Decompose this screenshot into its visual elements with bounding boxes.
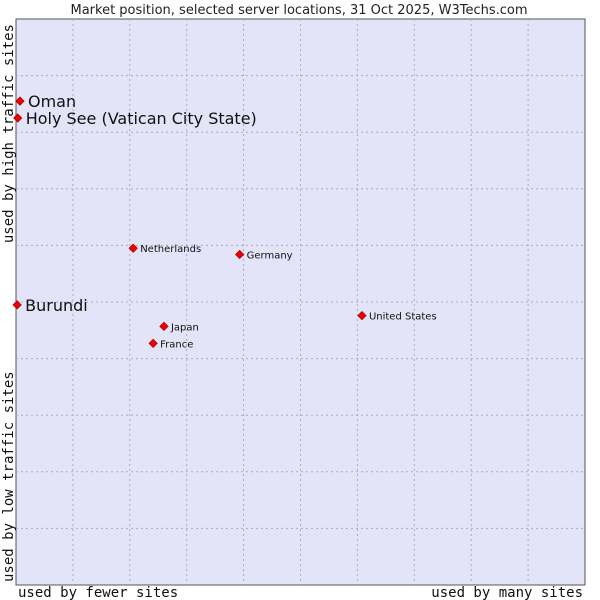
point-marker-germany [234,249,245,260]
point-marker-france [148,338,158,348]
grid [16,19,585,585]
y-axis-label-top: used by high traffic sites [1,24,17,243]
point-label-france: France [160,339,193,350]
point-germany: Germany [234,249,293,261]
point-japan: Japan [159,321,199,333]
point-france: France [148,338,193,350]
y-axis-label-bottom: used by low traffic sites [1,371,17,582]
point-label-burundi: Burundi [25,296,88,315]
point-marker-oman [15,96,25,106]
point-label-netherlands: Netherlands [140,244,201,255]
point-label-germany: Germany [247,250,293,261]
point-oman: Oman [15,92,76,111]
point-marker-burundi [12,300,22,310]
point-label-oman: Oman [28,92,76,111]
point-united-states: United States [357,310,437,323]
point-marker-netherlands [128,243,138,253]
point-marker-united-states [357,310,367,321]
point-label-holy-see-vatican-city-state: Holy See (Vatican City State) [26,109,257,128]
x-axis-label-left: used by fewer sites [18,585,178,600]
point-marker-japan [159,321,169,331]
point-holy-see-vatican-city-state: Holy See (Vatican City State) [13,109,257,128]
x-axis-label-right: used by many sites [431,585,583,600]
chart-title: Market position, selected server locatio… [70,3,527,18]
point-netherlands: Netherlands [128,243,201,255]
point-label-japan: Japan [170,322,199,333]
point-burundi: Burundi [12,296,88,315]
point-label-united-states: United States [369,312,437,323]
point-marker-holy-see-vatican-city-state [13,113,23,123]
